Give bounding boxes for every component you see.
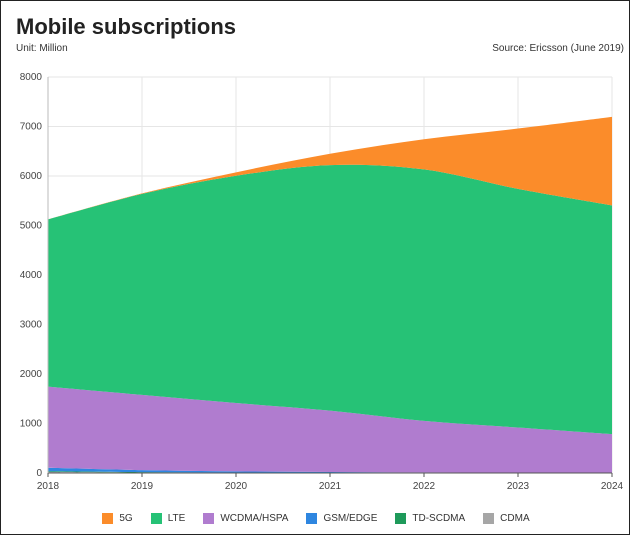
x-tick-label: 2024	[601, 481, 624, 492]
y-tick-label: 7000	[20, 122, 43, 133]
legend-swatch	[102, 513, 114, 524]
legend-label: WCDMA/HSPA	[220, 513, 289, 524]
source-label: Source: Ericsson (June 2019)	[492, 43, 624, 54]
y-tick-label: 6000	[20, 171, 43, 182]
legend-label: CDMA	[500, 513, 530, 524]
series-areas	[48, 116, 612, 473]
y-tick-label: 2000	[20, 369, 43, 380]
x-tick-label: 2020	[225, 481, 248, 492]
legend: 5G LTE WCDMA/HSPA GSM/EDGE TD-SCDMA CDMA	[0, 513, 632, 524]
y-tick-label: 5000	[20, 221, 43, 232]
x-tick-label: 2019	[131, 481, 154, 492]
x-tick-label: 2018	[37, 481, 60, 492]
legend-item-td-scdma: TD-SCDMA	[395, 513, 465, 524]
y-tick-label: 3000	[20, 320, 43, 331]
chart-title: Mobile subscriptions	[16, 14, 237, 39]
area-lte	[48, 164, 612, 435]
legend-item-cdma: CDMA	[483, 513, 530, 524]
legend-swatch	[203, 513, 215, 524]
legend-item-wcdma-hspa: WCDMA/HSPA	[203, 513, 288, 524]
y-axis-ticks: 0 1000 2000 3000 4000 5000 6000 7000 8000	[20, 72, 43, 479]
legend-swatch	[395, 513, 407, 524]
x-tick-label: 2023	[507, 481, 530, 492]
y-tick-label: 8000	[20, 72, 43, 83]
legend-item-gsm-edge: GSM/EDGE	[306, 513, 377, 524]
y-tick-label: 0	[36, 468, 42, 479]
legend-label: 5G	[119, 513, 133, 524]
legend-label: GSM/EDGE	[323, 513, 378, 524]
y-tick-label: 4000	[20, 270, 43, 281]
area-wcdma-hspa	[48, 386, 612, 473]
legend-swatch	[306, 513, 318, 524]
x-axis-ticks: 2018 2019 2020 2021 2022 2023 2024	[37, 473, 624, 492]
area-gsm-edge	[48, 467, 612, 473]
legend-swatch	[150, 513, 162, 524]
unit-label: Unit: Million	[16, 43, 68, 54]
legend-swatch	[483, 513, 495, 524]
legend-item-5g: 5G	[102, 513, 133, 524]
legend-item-lte: LTE	[150, 513, 186, 524]
x-tick-label: 2021	[319, 481, 342, 492]
legend-label: TD-SCDMA	[412, 513, 466, 524]
legend-label: LTE	[167, 513, 186, 524]
area-5g	[48, 116, 612, 220]
y-tick-label: 1000	[20, 419, 43, 430]
x-tick-label: 2022	[413, 481, 436, 492]
